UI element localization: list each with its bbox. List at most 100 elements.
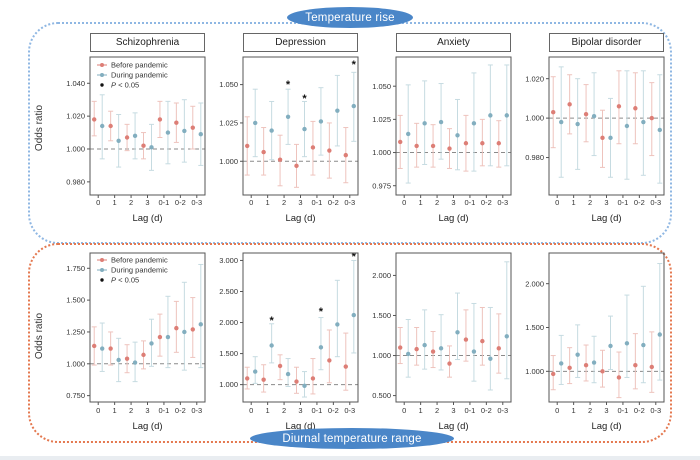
plot-border — [548, 252, 665, 403]
svg-text:2.000: 2.000 — [372, 271, 391, 280]
svg-text:1.000: 1.000 — [372, 351, 391, 360]
svg-text:0-2: 0-2 — [328, 198, 339, 207]
svg-text:0.500: 0.500 — [372, 391, 391, 400]
svg-text:2.000: 2.000 — [525, 279, 544, 288]
svg-text:1: 1 — [266, 198, 270, 207]
y-axis: 0.750 1.000 1.250 1.500 1.750 — [66, 264, 90, 400]
series-before-pandemic — [550, 331, 655, 399]
svg-text:2: 2 — [282, 198, 286, 207]
y-axis: 0.980 1.000 1.020 1.040 — [66, 79, 90, 186]
panel-title-bipolar-disorder: Bipolar disorder — [549, 33, 664, 52]
svg-text:During pandemic: During pandemic — [111, 71, 168, 80]
svg-text:0-1: 0-1 — [618, 198, 629, 207]
series-during-pandemic — [405, 261, 510, 391]
series-during-pandemic — [558, 263, 663, 385]
series-before-pandemic — [244, 329, 349, 395]
svg-text:0-2: 0-2 — [634, 198, 645, 207]
x-axis-title: Lag (d) — [438, 213, 468, 224]
svg-text:1.750: 1.750 — [66, 264, 85, 273]
svg-text:0-2: 0-2 — [175, 198, 186, 207]
svg-text:1.020: 1.020 — [66, 112, 85, 121]
svg-text:2: 2 — [588, 406, 592, 415]
temperature-rise-badge: Temperature rise — [287, 7, 413, 28]
series-during-pandemic — [252, 71, 357, 161]
temperature-rise-panel-row: Schizophrenia 0.980 1.000 1.020 1.040 0 1 2 3 0-… — [56, 33, 668, 227]
plot-border — [242, 252, 359, 403]
svg-text:1: 1 — [419, 406, 423, 415]
svg-text:0-3: 0-3 — [344, 198, 355, 207]
svg-text:2: 2 — [129, 406, 133, 415]
svg-text:0-3: 0-3 — [497, 406, 508, 415]
svg-text:During pandemic: During pandemic — [111, 266, 168, 275]
svg-text:0.980: 0.980 — [525, 153, 544, 162]
x-axis-title: Lag (d) — [132, 213, 162, 224]
svg-text:0-3: 0-3 — [191, 406, 202, 415]
plot-border — [89, 56, 206, 196]
svg-text:P < 0.05: P < 0.05 — [111, 81, 139, 90]
significance-stars: * * * — [286, 59, 357, 105]
svg-text:2: 2 — [435, 198, 439, 207]
svg-text:0-1: 0-1 — [159, 198, 170, 207]
svg-text:1: 1 — [419, 198, 423, 207]
y-axis: 1.000 1.500 2.000 2.500 3.000 — [219, 256, 243, 389]
plot-border — [89, 252, 206, 403]
svg-text:*: * — [352, 59, 357, 71]
x-axis: 0 1 2 3 0-1 0-2 0-3 — [555, 402, 661, 415]
x-axis: 0 1 2 3 0-1 0-2 0-3 — [555, 195, 661, 207]
x-axis: 0 1 2 3 0-1 0-2 0-3 — [402, 402, 508, 415]
svg-text:1.500: 1.500 — [525, 323, 544, 332]
svg-text:3: 3 — [604, 406, 608, 415]
svg-text:0: 0 — [555, 198, 559, 207]
svg-text:0: 0 — [555, 406, 559, 415]
svg-text:0: 0 — [402, 198, 406, 207]
svg-text:1: 1 — [572, 198, 576, 207]
panel-top-anxiety: Anxiety 0.975 1.000 1.025 1.050 0 1 2 3 0-1 0-2 0-… — [362, 33, 515, 227]
svg-text:3: 3 — [298, 198, 302, 207]
svg-text:0.750: 0.750 — [66, 391, 85, 400]
svg-text:0.980: 0.980 — [66, 177, 85, 186]
svg-text:1.000: 1.000 — [219, 157, 238, 166]
x-axis-title: Lag (d) — [591, 421, 621, 432]
panel-title-anxiety: Anxiety — [396, 33, 511, 52]
svg-text:1: 1 — [266, 406, 270, 415]
svg-text:1.500: 1.500 — [372, 311, 391, 320]
svg-text:3: 3 — [145, 198, 149, 207]
svg-text:0: 0 — [96, 406, 100, 415]
svg-text:1.000: 1.000 — [372, 148, 391, 157]
x-axis: 0 1 2 3 0-1 0-2 0-3 — [96, 402, 202, 415]
svg-text:3: 3 — [298, 406, 302, 415]
x-axis-title: Lag (d) — [132, 421, 162, 432]
odds-ratio-axis-label-top: Odds ratio — [34, 104, 45, 152]
svg-text:0-3: 0-3 — [191, 198, 202, 207]
plot-border — [395, 56, 512, 196]
y-axis: 1.000 1.500 2.000 — [525, 279, 549, 376]
svg-text:2: 2 — [282, 406, 286, 415]
svg-text:0-1: 0-1 — [312, 198, 323, 207]
svg-text:2: 2 — [129, 198, 133, 207]
x-axis: 0 1 2 3 0-1 0-2 0-3 — [249, 402, 355, 415]
plot-border — [242, 56, 359, 196]
svg-text:1.250: 1.250 — [66, 328, 85, 337]
svg-text:0: 0 — [249, 406, 253, 415]
svg-text:1.000: 1.000 — [525, 367, 544, 376]
svg-text:0-3: 0-3 — [344, 406, 355, 415]
series-during-pandemic — [99, 94, 204, 171]
svg-text:*: * — [352, 251, 357, 263]
svg-text:1: 1 — [113, 198, 117, 207]
svg-text:0-2: 0-2 — [481, 198, 492, 207]
svg-text:1: 1 — [572, 406, 576, 415]
forest-plot-bottom-anxiety: 0.500 1.000 1.500 2.000 0 1 2 3 0-1 0-2 0-3 Lag (d) — [372, 252, 512, 432]
svg-text:1.000: 1.000 — [219, 380, 238, 389]
svg-text:1.500: 1.500 — [66, 296, 85, 305]
x-axis: 0 1 2 3 0-1 0-2 0-3 — [96, 195, 202, 207]
series-before-pandemic — [397, 306, 502, 378]
svg-text:Before pandemic: Before pandemic — [111, 256, 168, 265]
series-before-pandemic — [397, 114, 502, 172]
forest-plot-bottom-bipolar-disorder: 1.000 1.500 2.000 0 1 2 3 0-1 0-2 0-3 Lag (d) — [525, 252, 665, 432]
svg-text:1: 1 — [113, 406, 117, 415]
series-during-pandemic — [99, 263, 204, 383]
series-before-pandemic — [91, 297, 196, 374]
svg-text:0-2: 0-2 — [175, 406, 186, 415]
